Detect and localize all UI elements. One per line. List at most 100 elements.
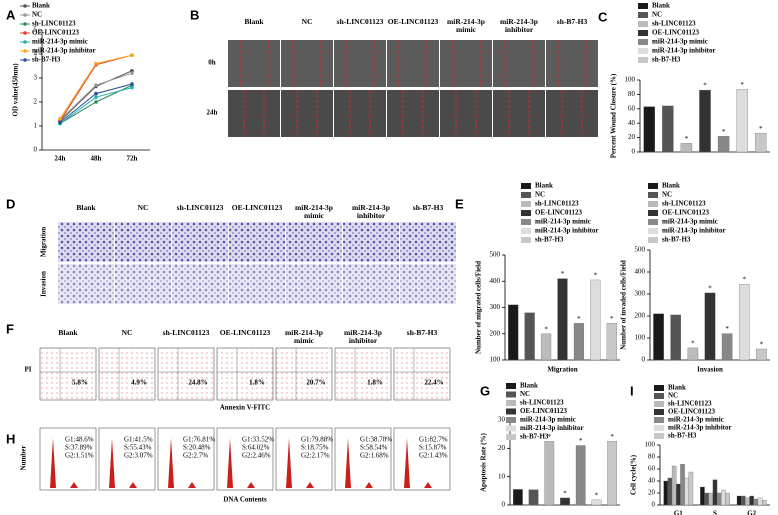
column-header: NC: [121, 328, 133, 337]
bar: [667, 477, 673, 506]
bar: [754, 133, 767, 153]
cell-cycle-stat: S:64.02%: [242, 444, 270, 452]
legend-label: NC: [32, 11, 42, 19]
legend-swatch: [654, 385, 664, 391]
legend-label: NC: [520, 390, 530, 398]
bar: [708, 492, 714, 506]
g1-peak: [221, 438, 239, 488]
y-tick-label: 40: [648, 477, 656, 485]
y-tick-label: 300: [635, 290, 646, 298]
significance: *: [760, 341, 764, 349]
y-tick-label: 20: [498, 444, 506, 452]
apoptosis-percent: 4.9%: [131, 379, 147, 387]
bar: [712, 479, 718, 506]
wound-image: [387, 90, 439, 137]
x-axis-label: Migration: [547, 366, 577, 374]
y-tick-label: 0: [34, 146, 38, 154]
g2-peak: [129, 482, 137, 488]
cell-cycle-stat: G1:38.78%: [360, 436, 392, 444]
legend-label: miR-214-3p inhibitor: [32, 47, 96, 55]
point: [94, 83, 98, 87]
point: [130, 85, 134, 90]
legend-swatch: [648, 210, 658, 216]
bar: [676, 483, 681, 506]
bar: [700, 486, 705, 506]
y-tick-label: 500: [635, 246, 646, 254]
wound-image: [334, 40, 386, 87]
legend-swatch: [506, 434, 516, 440]
point: [94, 61, 98, 66]
column-header: miR-214-3p inhibitor: [500, 17, 538, 34]
legend-label: sh-B7-H3: [520, 433, 549, 441]
bar: [688, 471, 694, 506]
bar: [653, 313, 664, 361]
wound-image: [387, 40, 439, 87]
cell-cycle-stat: S:20.48%: [183, 444, 211, 452]
y-tick-label: 4: [34, 50, 38, 58]
transwell-image: [286, 264, 342, 304]
bar: [575, 445, 586, 506]
y-tick-label: 100: [645, 441, 656, 449]
legend-swatch: [521, 201, 531, 207]
g2-peak: [70, 482, 78, 488]
transwell-image: [58, 222, 114, 262]
bar: [761, 500, 767, 506]
significance: *: [594, 272, 598, 280]
y-tick-label: 0: [652, 501, 656, 509]
legend-swatch: [654, 393, 664, 399]
bar: [721, 333, 733, 361]
point: [94, 91, 98, 96]
flow-plot: [98, 347, 156, 401]
y-axis-label: Cell cycle(%): [630, 454, 638, 495]
transwell-image: [58, 264, 114, 304]
column-header: Blank: [244, 17, 264, 26]
legend-swatch: [638, 39, 648, 45]
bar: [745, 497, 750, 506]
y-tick-label: 3: [34, 74, 38, 82]
cell-cycle-stat: G2:2.46%: [242, 452, 271, 460]
flow-plot: [334, 347, 392, 401]
legend-swatch: [654, 417, 664, 423]
y-tick-label: 400: [490, 277, 501, 285]
y-tick-label: 60: [648, 465, 656, 473]
legend-label: OE-LINC01123: [668, 408, 716, 416]
significance: *: [703, 82, 707, 90]
legend-marker: [23, 40, 27, 44]
y-axis-label: OD value(450nm): [12, 63, 20, 117]
significance: *: [563, 490, 567, 498]
panel-letter: D: [6, 196, 15, 211]
bar: [663, 480, 669, 506]
legend-swatch: [638, 3, 648, 9]
wound-image: [546, 90, 598, 137]
wound-image: [546, 40, 598, 87]
legend-label: NC: [535, 191, 545, 199]
wound-image: [440, 90, 492, 137]
y-tick-label: 5: [34, 26, 38, 34]
cell-cycle-stat: G1:79.88%: [301, 436, 333, 444]
apoptosis-percent: 1.8%: [249, 379, 265, 387]
y-tick-label: 100: [625, 76, 636, 84]
legend-swatch: [638, 30, 648, 36]
legend-label: Blank: [668, 384, 686, 392]
legend-label: miR-214-3p inhibitor: [652, 47, 716, 55]
g1-peak: [339, 438, 357, 488]
column-header: miR-214-3p mimic: [447, 17, 485, 34]
significance: *: [759, 125, 763, 133]
significance: *: [548, 433, 552, 441]
wound-image: [440, 40, 492, 87]
panel-letter: C: [598, 9, 608, 24]
cell-cycle-stat: S:18.75%: [301, 444, 329, 452]
bar: [680, 143, 693, 153]
panel-letter: I: [630, 383, 634, 398]
y-tick-label: 2: [34, 98, 38, 106]
wound-image: [334, 90, 386, 137]
bar: [607, 441, 618, 506]
legend-label: miR-214-3p mimic: [668, 416, 724, 424]
transwell-image: [286, 222, 342, 262]
legend-label: sh-B7-H3: [668, 432, 697, 440]
y-tick-label: 1: [34, 122, 38, 130]
panel-letter: A: [6, 7, 16, 22]
g2-peak: [188, 482, 196, 488]
